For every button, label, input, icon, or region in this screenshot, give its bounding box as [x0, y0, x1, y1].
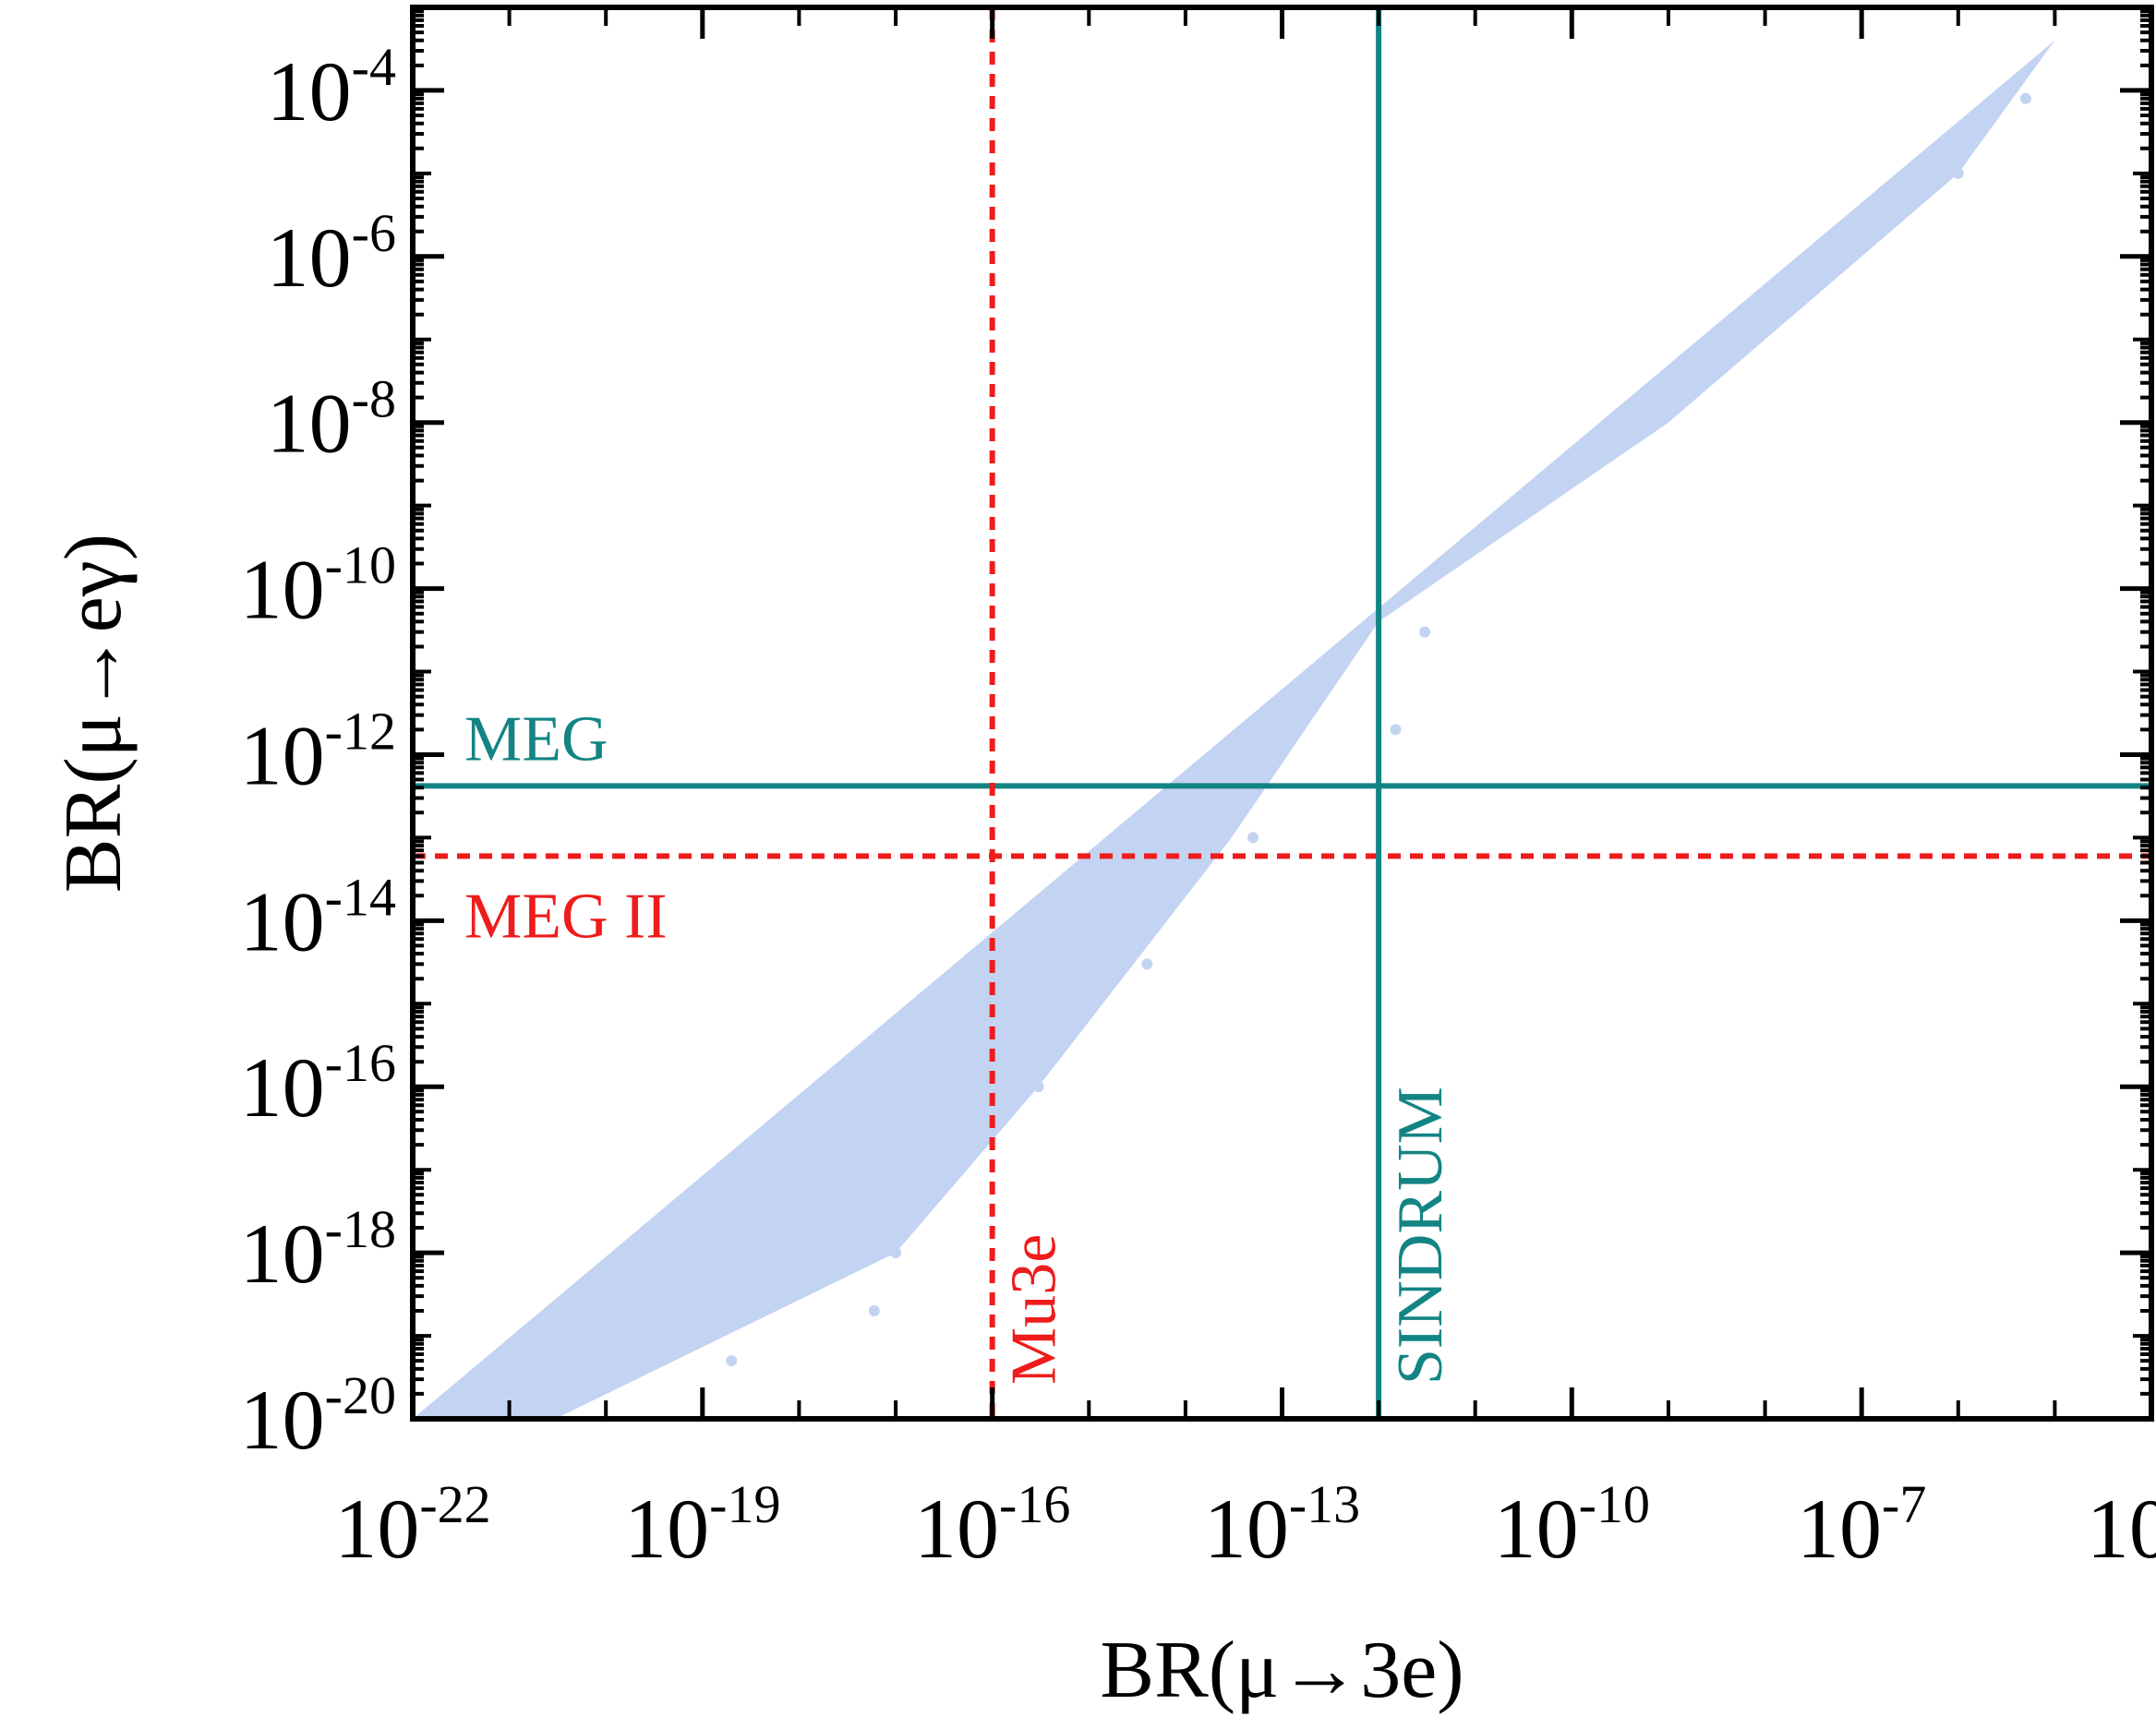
reference-label-meg-ii: MEG II — [464, 881, 668, 952]
scatter-point — [726, 1355, 738, 1367]
y-tick-label: 10-4 — [267, 37, 396, 138]
minor-ticks — [413, 6, 2151, 1419]
scatter-point — [1952, 167, 1964, 179]
scatter-point — [1566, 474, 1578, 486]
scatter-point — [965, 1124, 977, 1136]
y-tick-label: 10-14 — [240, 867, 396, 968]
reference-label-mu3e: Mu3e — [999, 1234, 1070, 1385]
x-tick-label: 10-13 — [1204, 1474, 1360, 1576]
scatter-band — [413, 40, 2055, 1419]
scatter-points — [413, 40, 2055, 1419]
scatter-point — [1141, 958, 1153, 970]
scatter-point — [2019, 92, 2031, 104]
reference-lines — [413, 7, 2151, 1419]
scatter-point — [1805, 250, 1817, 262]
x-tick-label: 10-16 — [914, 1474, 1070, 1576]
y-tick-label: 10-10 — [240, 535, 396, 637]
x-tick-label: 10-22 — [334, 1474, 490, 1576]
tick-labels: 10-22 10-19 10-16 10-13 10-10 10-7 10-4 10-20 10… — [240, 37, 2156, 1576]
y-tick-label: 10-16 — [240, 1033, 396, 1135]
scatter-point — [1032, 1081, 1044, 1093]
x-tick-label: 10-19 — [624, 1474, 780, 1576]
scatter-point — [1247, 832, 1259, 844]
scatter-point — [1390, 724, 1402, 736]
scatter-point — [1612, 425, 1624, 437]
scatter-point — [868, 1305, 880, 1316]
plot-frame — [410, 5, 2154, 1422]
reference-label-meg: MEG — [464, 703, 608, 774]
y-tick-label: 10-18 — [240, 1199, 396, 1301]
x-tick-label: 10-10 — [1494, 1474, 1650, 1576]
scatter-point — [1083, 998, 1095, 1010]
y-tick-label: 10-12 — [240, 701, 396, 802]
x-axis-label: BR(μ→3e) — [1100, 1626, 1463, 1715]
scatter-point — [890, 1247, 902, 1259]
x-tick-label: 10-7 — [1797, 1474, 1926, 1576]
reference-line-labels: MEG MEG II SINDRUM Mu3e — [464, 703, 1456, 1385]
scatter-point — [1856, 225, 1868, 237]
y-axis-label: BR(μ→eγ) — [49, 534, 139, 893]
x-tick-label: 10-4 — [2087, 1474, 2156, 1576]
reference-label-sindrum: SINDRUM — [1385, 1087, 1456, 1385]
y-tick-label: 10-8 — [267, 369, 396, 471]
y-tick-label: 10-6 — [267, 203, 396, 305]
y-tick-label: 10-20 — [240, 1365, 396, 1467]
scatter-point — [1419, 626, 1430, 638]
